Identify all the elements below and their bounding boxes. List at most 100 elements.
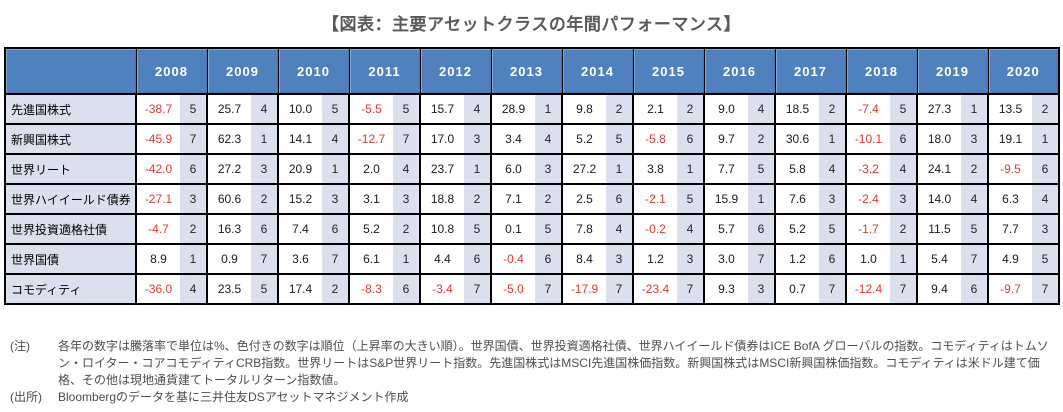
rank-cell: 1 xyxy=(961,93,989,125)
return-value-cell: -23.4 xyxy=(632,273,677,305)
return-value-cell: 14.0 xyxy=(916,183,961,215)
rank-cell: 6 xyxy=(606,183,634,215)
rank-cell: 4 xyxy=(251,93,279,125)
rank-cell: 4 xyxy=(961,183,989,215)
rank-cell: 1 xyxy=(819,123,847,155)
rank-cell: 3 xyxy=(606,243,634,275)
return-value-cell: -3.4 xyxy=(419,273,464,305)
rank-cell: 1 xyxy=(1032,123,1060,155)
rank-cell: 2 xyxy=(393,213,421,245)
return-value-cell: 27.3 xyxy=(916,93,961,125)
rank-cell: 5 xyxy=(961,213,989,245)
rank-cell: 2 xyxy=(748,123,776,155)
rank-cell: 5 xyxy=(890,93,918,125)
rank-cell: 7 xyxy=(251,243,279,275)
return-value-cell: 0.7 xyxy=(774,273,819,305)
rank-cell: 4 xyxy=(819,153,847,185)
return-value-cell: 2.5 xyxy=(561,183,606,215)
return-value-cell: -4.7 xyxy=(135,213,180,245)
rank-cell: 7 xyxy=(677,273,705,305)
rank-cell: 1 xyxy=(606,153,634,185)
asset-row: 新興国株式 -45.9 7 62.3 1 14.1 4 -12.7 7 17.0 3 3.4 4 5.2 5… xyxy=(4,123,1060,155)
asset-label: 世界リート xyxy=(4,153,137,185)
rank-cell: 2 xyxy=(535,183,563,215)
rank-cell: 3 xyxy=(677,243,705,275)
rank-cell: 5 xyxy=(464,213,492,245)
year-header-2009: 2009 xyxy=(206,47,279,95)
rank-cell: 4 xyxy=(535,123,563,155)
asset-row: 世界リート -42.0 6 27.2 3 20.9 1 2.0 4 23.7 1 6.0 3 27.2 1 3… xyxy=(4,153,1060,185)
return-value-cell: -10.1 xyxy=(845,123,890,155)
return-value-cell: 15.7 xyxy=(419,93,464,125)
note-label: (注) xyxy=(10,339,30,353)
year-header-2014: 2014 xyxy=(561,47,634,95)
return-value-cell: 15.9 xyxy=(703,183,748,215)
return-value-cell: -5.8 xyxy=(632,123,677,155)
rank-cell: 7 xyxy=(748,243,776,275)
return-value-cell: -3.2 xyxy=(845,153,890,185)
return-value-cell: 17.0 xyxy=(419,123,464,155)
performance-table: 2008 2009 2010 2011 2012 2013 2014 2015 2016 2017… xyxy=(4,47,1060,305)
return-value-cell: 7.8 xyxy=(561,213,606,245)
return-value-cell: 5.2 xyxy=(561,123,606,155)
return-value-cell: 6.3 xyxy=(987,183,1032,215)
return-value-cell: -12.7 xyxy=(348,123,393,155)
year-header-2015: 2015 xyxy=(632,47,705,95)
note-row: (注) 各年の数字は騰落率で単位は%、色付きの数字は順位（上昇率の大きい順）。世… xyxy=(10,338,1056,389)
rank-cell: 1 xyxy=(322,153,350,185)
return-value-cell: 28.9 xyxy=(490,93,535,125)
rank-cell: 3 xyxy=(251,153,279,185)
return-value-cell: 5.2 xyxy=(774,213,819,245)
rank-cell: 7 xyxy=(322,243,350,275)
return-value-cell: 30.6 xyxy=(774,123,819,155)
return-value-cell: 14.1 xyxy=(277,123,322,155)
rank-cell: 5 xyxy=(251,273,279,305)
rank-cell: 4 xyxy=(890,153,918,185)
rank-cell: 6 xyxy=(961,273,989,305)
rank-cell: 4 xyxy=(606,213,634,245)
rank-cell: 1 xyxy=(677,153,705,185)
return-value-cell: -8.3 xyxy=(348,273,393,305)
return-value-cell: 18.8 xyxy=(419,183,464,215)
return-value-cell: -42.0 xyxy=(135,153,180,185)
year-header-2012: 2012 xyxy=(419,47,492,95)
return-value-cell: 11.5 xyxy=(916,213,961,245)
return-value-cell: 15.2 xyxy=(277,183,322,215)
figure-title: 【図表：主要アセットクラスの年間パフォーマンス】 xyxy=(322,15,741,34)
rank-cell: 3 xyxy=(961,123,989,155)
rank-cell: 2 xyxy=(890,213,918,245)
return-value-cell: -17.9 xyxy=(561,273,606,305)
rank-cell: 1 xyxy=(251,123,279,155)
return-value-cell: 8.9 xyxy=(135,243,180,275)
return-value-cell: 9.7 xyxy=(703,123,748,155)
return-value-cell: 13.5 xyxy=(987,93,1032,125)
rank-cell: 6 xyxy=(890,123,918,155)
return-value-cell: 7.1 xyxy=(490,183,535,215)
return-value-cell: 3.8 xyxy=(632,153,677,185)
rank-cell: 3 xyxy=(890,183,918,215)
return-value-cell: 7.6 xyxy=(774,183,819,215)
rank-cell: 2 xyxy=(1032,93,1060,125)
rank-cell: 3 xyxy=(464,123,492,155)
rank-cell: 2 xyxy=(180,213,208,245)
return-value-cell: 5.2 xyxy=(348,213,393,245)
rank-cell: 1 xyxy=(535,93,563,125)
year-header-2008: 2008 xyxy=(135,47,208,95)
source-text: Bloombergのデータを基に三井住友DSアセットマネジメント作成 xyxy=(58,390,409,405)
asset-label: 先進国株式 xyxy=(4,93,137,125)
return-value-cell: 3.4 xyxy=(490,123,535,155)
return-value-cell: 62.3 xyxy=(206,123,251,155)
return-value-cell: -2.1 xyxy=(632,183,677,215)
rank-cell: 6 xyxy=(1032,153,1060,185)
asset-row: 世界国債 8.9 1 0.9 7 3.6 7 6.1 1 4.4 6 -0.4 6 8.4 3 1.2 3 3.0… xyxy=(4,243,1060,275)
rank-cell: 6 xyxy=(677,123,705,155)
return-value-cell: 25.7 xyxy=(206,93,251,125)
return-value-cell: 5.8 xyxy=(774,153,819,185)
rank-cell: 6 xyxy=(819,243,847,275)
rank-cell: 3 xyxy=(819,183,847,215)
rank-cell: 4 xyxy=(748,93,776,125)
rank-cell: 7 xyxy=(535,273,563,305)
return-value-cell: 2.1 xyxy=(632,93,677,125)
return-value-cell: -9.7 xyxy=(987,273,1032,305)
return-value-cell: 24.1 xyxy=(916,153,961,185)
